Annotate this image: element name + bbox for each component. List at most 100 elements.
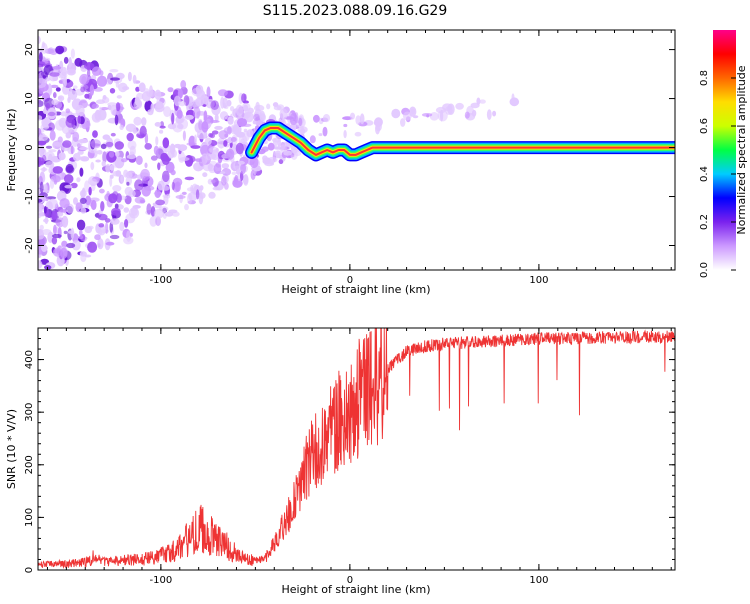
noise-blob — [125, 123, 137, 132]
noise-blob — [48, 149, 57, 153]
snr-y-tick-label: 0 — [24, 567, 35, 573]
noise-blob — [313, 114, 320, 123]
noise-blob — [65, 117, 76, 128]
noise-blob — [184, 176, 195, 181]
noise-blob — [49, 130, 56, 141]
noise-blob — [195, 97, 205, 107]
noise-blob — [79, 167, 84, 177]
noise-blob — [322, 126, 328, 137]
noise-blob — [184, 203, 189, 211]
noise-blob — [120, 175, 124, 183]
noise-blob — [241, 93, 247, 103]
noise-blob — [88, 148, 98, 154]
noise-blob — [63, 174, 74, 184]
colorbar-tick-label: 0.8 — [699, 70, 710, 86]
noise-blob — [97, 238, 104, 250]
noise-blob — [150, 155, 158, 161]
noise-blob — [243, 104, 249, 112]
noise-blob — [359, 113, 365, 125]
noise-blob — [72, 153, 81, 162]
noise-blob — [38, 52, 43, 62]
noise-blob — [52, 247, 63, 257]
noise-blob — [56, 211, 64, 217]
noise-blob — [78, 138, 89, 144]
colorbar-tick-label: 0.6 — [699, 118, 710, 134]
noise-blob — [39, 181, 44, 194]
noise-blob — [115, 193, 122, 203]
noise-blob — [144, 143, 152, 150]
noise-blob — [214, 113, 219, 122]
noise-blob — [80, 207, 87, 214]
noise-blob — [108, 193, 118, 204]
noise-blob — [186, 142, 197, 146]
noise-blob — [279, 108, 288, 120]
noise-blob — [219, 111, 229, 120]
noise-blob — [194, 134, 197, 145]
noise-blob — [231, 171, 237, 175]
noise-blob — [509, 97, 520, 107]
noise-blob — [45, 145, 53, 149]
noise-blob — [76, 219, 86, 231]
noise-blob — [55, 87, 61, 92]
noise-blob — [100, 201, 105, 212]
noise-blob — [445, 106, 453, 115]
noise-blob — [264, 161, 275, 167]
noise-blob — [155, 101, 164, 109]
noise-blob — [91, 66, 102, 76]
noise-blob — [277, 142, 286, 151]
noise-blob — [42, 75, 46, 79]
noise-blob — [61, 66, 67, 77]
noise-blob — [59, 209, 68, 213]
noise-blob — [217, 137, 226, 149]
noise-blob — [132, 74, 137, 84]
noise-blob — [43, 119, 50, 125]
noise-blob — [354, 131, 362, 137]
noise-blob — [90, 161, 95, 171]
noise-blob — [79, 197, 87, 204]
noise-blob — [300, 126, 304, 131]
noise-blob — [79, 124, 83, 128]
noise-blob — [276, 104, 285, 111]
colorbar-tick-label: 0.4 — [699, 166, 710, 182]
noise-blob — [141, 91, 151, 102]
noise-blob — [120, 158, 128, 163]
noise-blob — [155, 199, 166, 206]
noise-blob — [38, 77, 47, 89]
snr-y-tick-label: 300 — [24, 403, 35, 422]
noise-blob — [373, 120, 379, 126]
noise-blob — [155, 216, 162, 227]
noise-blob — [38, 198, 43, 203]
noise-blob — [55, 45, 65, 55]
noise-blob — [402, 111, 412, 121]
noise-blob — [75, 104, 85, 117]
noise-blob — [45, 197, 49, 202]
noise-blob — [124, 219, 129, 228]
noise-blob — [112, 170, 121, 177]
noise-blob — [110, 77, 120, 81]
colorbar-scale — [713, 30, 736, 270]
noise-blob — [162, 137, 170, 149]
noise-blob — [212, 186, 220, 191]
noise-blob — [173, 95, 181, 107]
noise-blob — [184, 114, 194, 120]
noise-blob — [63, 230, 68, 235]
noise-blob — [213, 163, 222, 175]
noise-blob — [177, 88, 183, 99]
noise-blob — [97, 213, 108, 221]
noise-blob — [43, 183, 48, 193]
noise-blob — [159, 129, 164, 134]
noise-blob — [262, 155, 268, 161]
noise-blob — [298, 117, 303, 127]
noise-blob — [79, 251, 87, 257]
noise-blob — [58, 152, 66, 161]
spectrogram-x-axis-label: Height of straight line (km) — [281, 283, 430, 296]
noise-blob — [109, 164, 115, 171]
noise-blob — [71, 240, 81, 251]
noise-blob — [76, 177, 81, 183]
noise-blob — [208, 146, 219, 153]
noise-blob — [154, 89, 162, 100]
noise-blob — [193, 184, 201, 192]
noise-blob — [166, 193, 171, 199]
noise-blob — [263, 140, 268, 145]
noise-blob — [98, 106, 103, 113]
